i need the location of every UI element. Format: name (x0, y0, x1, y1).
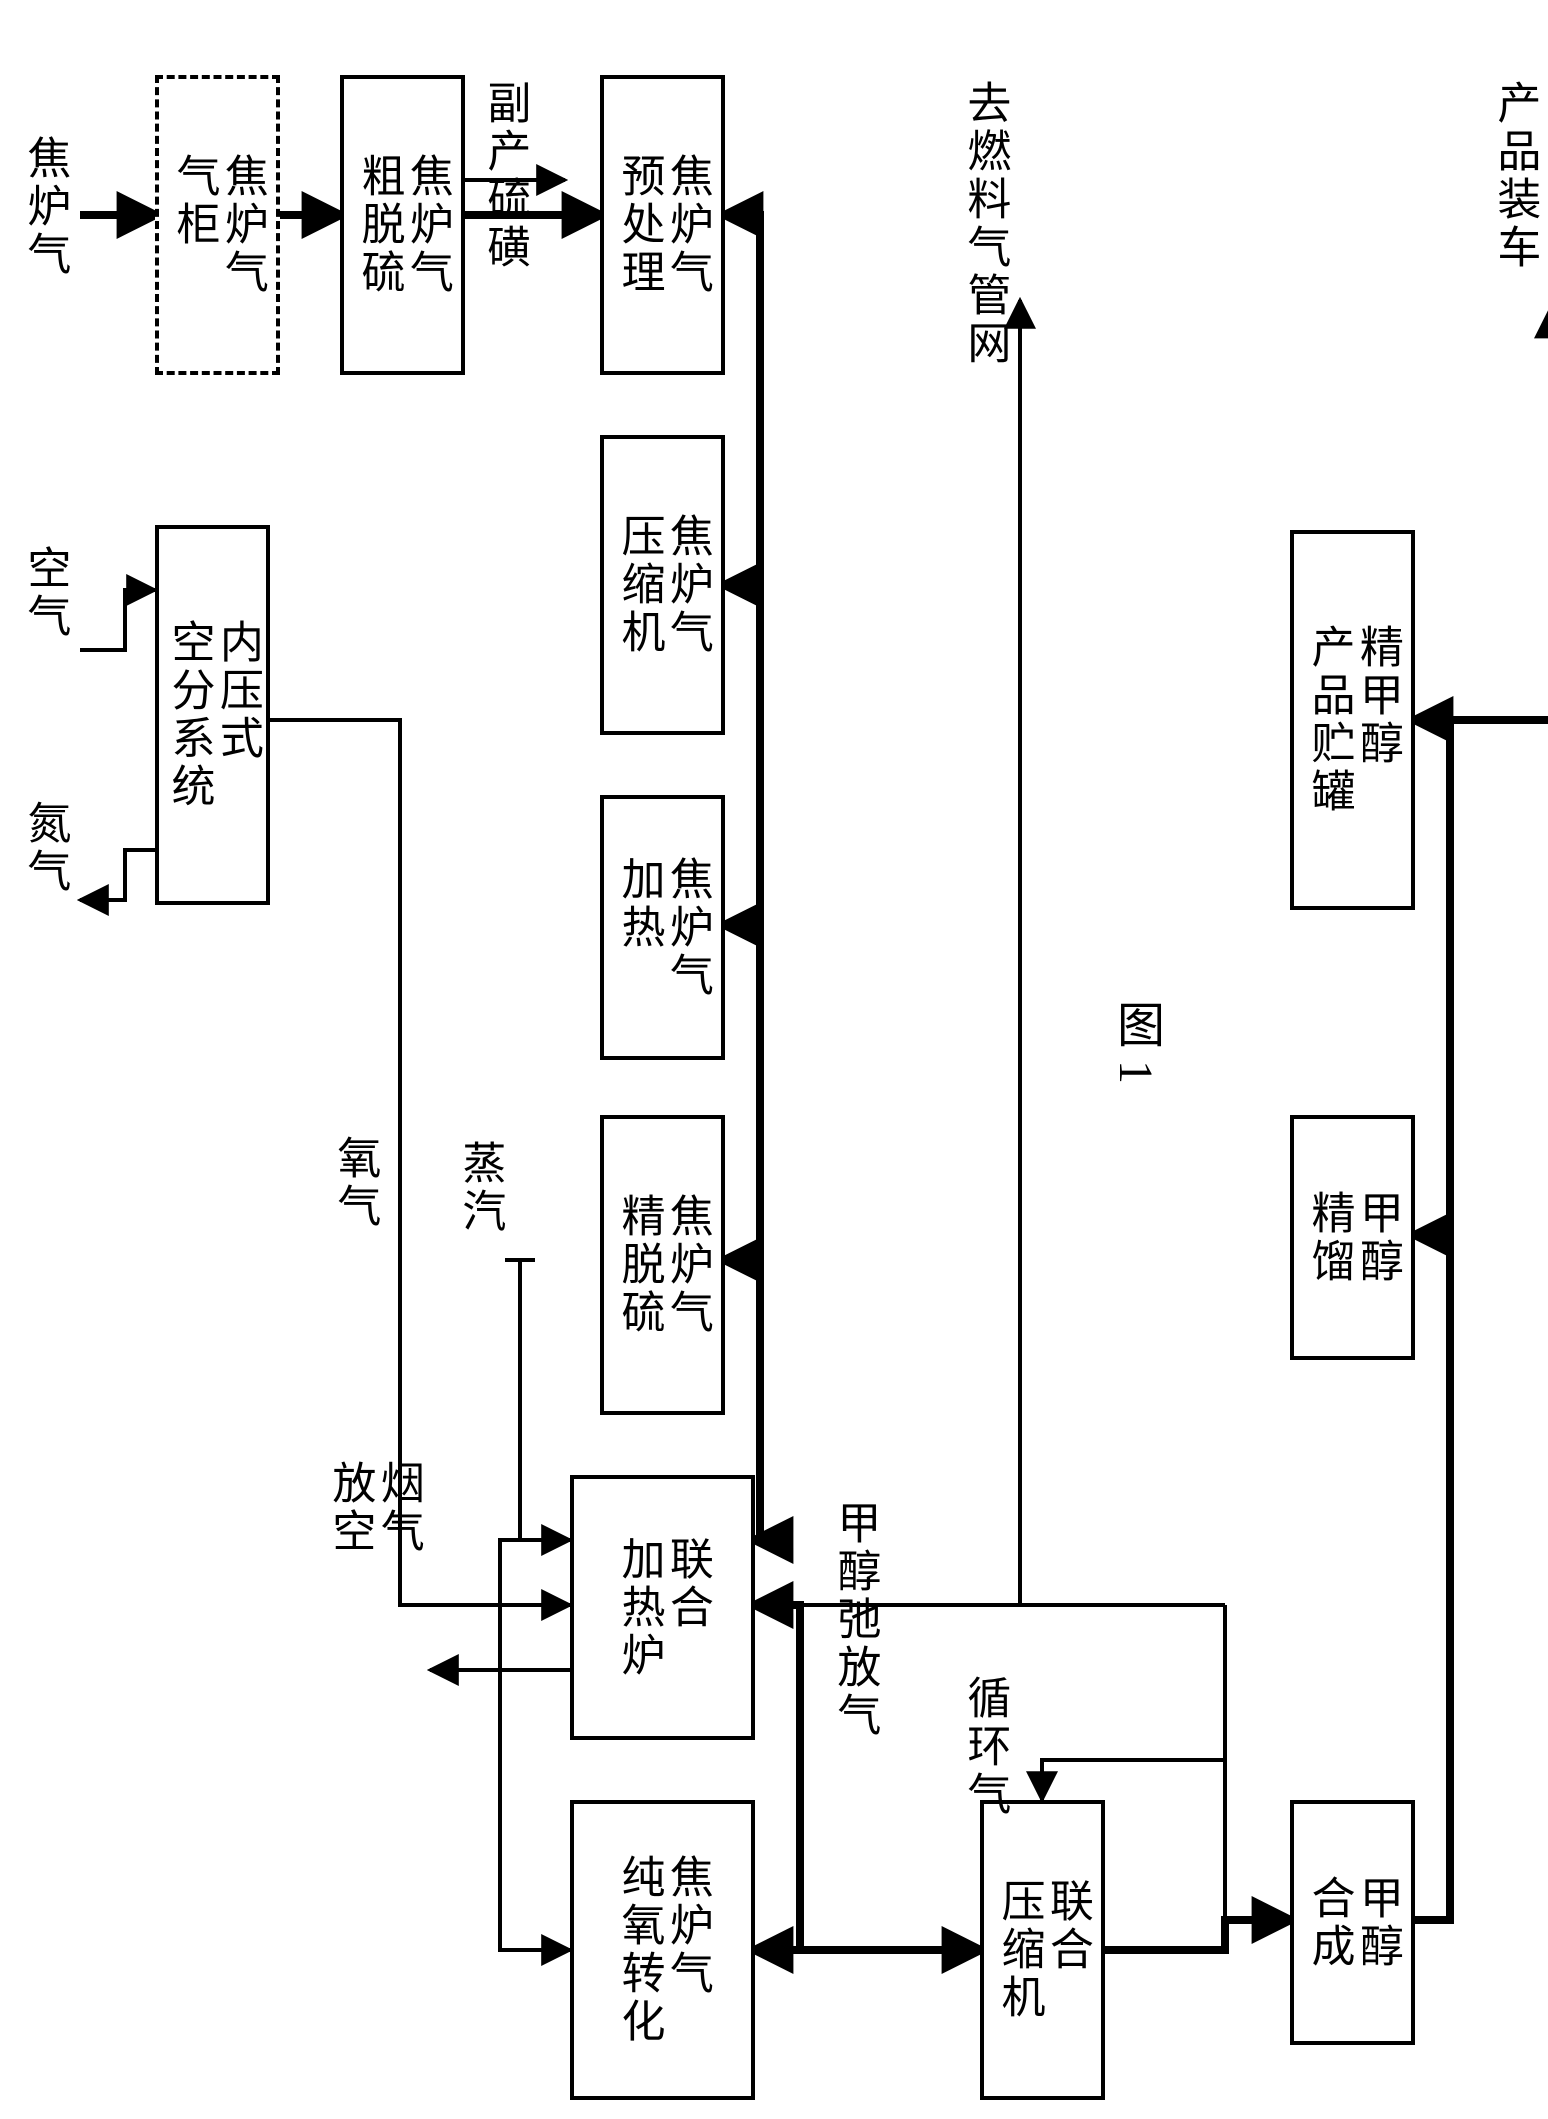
node-o2-reform-label: 焦炉气 纯氧转化 (614, 1854, 711, 2046)
label-oxygen: 氧气 (330, 1135, 378, 1231)
label-sulfur-byprod: 副产硫磺 (480, 80, 528, 272)
node-pretreat: 焦炉气 预处理 (600, 75, 725, 375)
node-comb-furnace-label: 联合 加热炉 (614, 1536, 711, 1680)
node-comb-comp-label: 联合 压缩机 (994, 1878, 1091, 2022)
figure-caption: 图 1 (1100, 1000, 1170, 1084)
node-meoh-synth: 甲醇 合成 (1290, 1800, 1415, 2045)
node-prod-tank-label: 精甲醇 产品贮罐 (1304, 624, 1401, 816)
node-pretreat-label: 焦炉气 预处理 (614, 153, 711, 297)
label-air-in: 空气 (20, 545, 68, 641)
node-air-sep: 内压式 空分系统 (155, 525, 270, 905)
node-gas-holder-label: 焦炉气 气柜 (169, 153, 266, 297)
node-coarse-desulf: 焦炉气 粗脱硫 (340, 75, 465, 375)
node-heating-label: 焦炉气 加热 (614, 856, 711, 1000)
node-compressor: 焦炉气 压缩机 (600, 435, 725, 735)
node-prod-tank: 精甲醇 产品贮罐 (1290, 530, 1415, 910)
node-compressor-label: 焦炉气 压缩机 (614, 513, 711, 657)
label-steam: 蒸汽 (455, 1140, 503, 1236)
label-prod-load: 产品装车 (1490, 80, 1538, 272)
label-recycle-gas: 循环气 (960, 1675, 1008, 1819)
label-flue-gas: 烟气 放空 (325, 1460, 422, 1556)
node-meoh-rect-label: 甲醇 精馏 (1304, 1190, 1401, 1286)
node-meoh-synth-label: 甲醇 合成 (1304, 1875, 1401, 1971)
node-air-sep-label: 内压式 空分系统 (164, 619, 261, 811)
label-to-fuel-net: 去燃料气管网 (960, 80, 1008, 368)
node-gas-holder: 焦炉气 气柜 (155, 75, 280, 375)
node-fine-desulf-label: 焦炉气 精脱硫 (614, 1193, 711, 1337)
node-heating: 焦炉气 加热 (600, 795, 725, 1060)
label-coke-gas-in: 焦炉气 (20, 135, 68, 279)
node-comb-furnace: 联合 加热炉 (570, 1475, 755, 1740)
node-o2-reform: 焦炉气 纯氧转化 (570, 1800, 755, 2100)
node-meoh-rect: 甲醇 精馏 (1290, 1115, 1415, 1360)
node-comb-comp: 联合 压缩机 (980, 1800, 1105, 2100)
node-fine-desulf: 焦炉气 精脱硫 (600, 1115, 725, 1415)
node-coarse-desulf-label: 焦炉气 粗脱硫 (354, 153, 451, 297)
label-meoh-purge: 甲醇弛放气 (830, 1500, 878, 1740)
label-nitrogen-out: 氮气 (20, 800, 68, 896)
